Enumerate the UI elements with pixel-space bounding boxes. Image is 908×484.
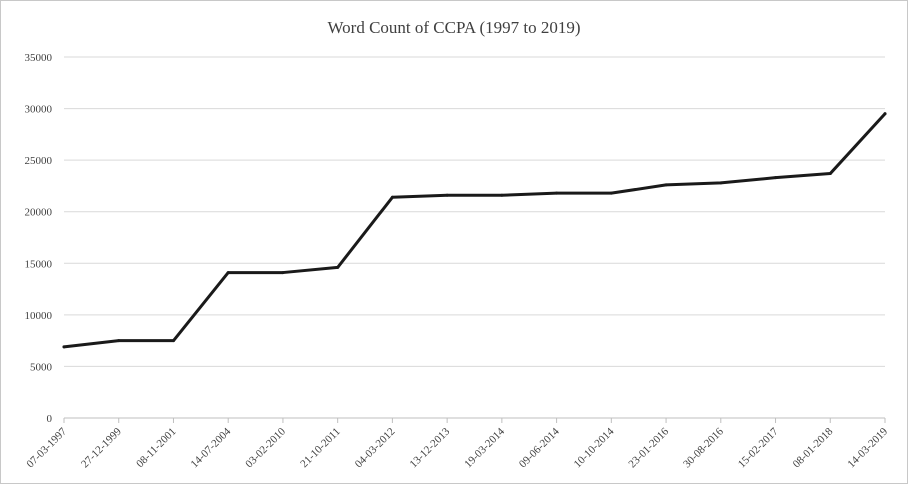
y-tick-label: 20000 [25,207,53,219]
gridlines [64,56,885,367]
x-tick-label: 13-12-2013 [407,425,452,470]
data-point [336,265,340,269]
x-tick-label: 10-10-2014 [572,425,617,470]
x-tick-label: 14-07-2004 [189,425,234,470]
data-point [500,193,504,197]
y-tick-label: 10000 [25,310,53,322]
x-tick-label: 21-10-2011 [298,426,342,470]
data-point [390,195,394,199]
x-tick-label: 19-03-2014 [462,425,507,470]
x-tick-label: 07-03-1997 [24,425,69,470]
data-point [281,271,285,275]
x-tick-label: 04-03-2012 [353,426,398,471]
y-tick-label: 0 [47,413,53,425]
y-tick-label: 15000 [25,258,53,270]
data-point [226,271,230,275]
data-point [62,345,66,349]
chart-title: Word Count of CCPA (1997 to 2019) [327,18,581,37]
y-tick-label: 35000 [25,52,53,64]
data-point [828,172,832,176]
data-point [117,339,121,343]
series-line [62,112,887,349]
x-tick-label: 23-01-2016 [626,425,671,470]
x-tick-label: 14-03-2019 [845,425,890,470]
data-point [774,176,778,180]
series-lines [62,112,887,349]
data-point [883,112,887,116]
data-point [664,183,668,187]
x-tick-label: 03-02-2010 [243,425,288,470]
data-point [171,339,175,343]
x-tick-label: 30-08-2016 [681,425,726,470]
y-tick-label: 25000 [25,155,53,167]
y-tick-label: 30000 [25,104,53,116]
x-tick-label: 08-01-2018 [791,425,836,470]
y-axis-ticks: 0 5000 10000 15000 20000 25000 30000 35000 [25,52,53,425]
data-point [719,181,723,185]
x-tick-label: 15-02-2017 [736,425,781,470]
x-tick-label: 27-12-1999 [79,425,124,470]
x-axis-ticks: 07-03-1997 27-12-1999 08-11-2001 14-07-2004… [24,418,890,470]
x-tick-label: 09-06-2014 [517,425,562,470]
data-point [445,193,449,197]
data-point [609,191,613,195]
y-tick-label: 5000 [30,361,53,373]
data-point [555,191,559,195]
x-tick-label: 08-11-2001 [134,426,178,470]
